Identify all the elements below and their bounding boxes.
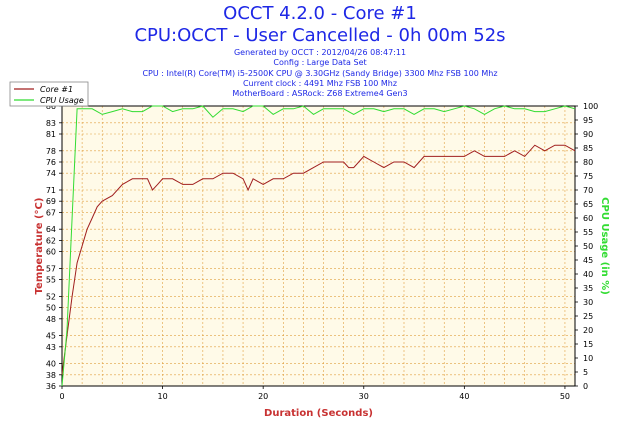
y-left-tick-label: 64 — [46, 225, 56, 234]
x-axis-label: Duration (Seconds) — [264, 408, 373, 419]
x-tick-label: 10 — [157, 392, 167, 401]
y-right-tick-label: 65 — [583, 200, 593, 209]
legend-label: Core #1 — [40, 85, 73, 94]
y-right-tick-label: 10 — [583, 354, 593, 363]
x-tick-label: 50 — [560, 392, 570, 401]
y-left-tick-label: 36 — [46, 382, 56, 391]
y-right-tick-label: 95 — [583, 116, 593, 125]
y-left-tick-label: 52 — [46, 292, 56, 301]
y-left-axis-label: Temperature (°C) — [34, 198, 45, 295]
y-right-tick-label: 25 — [583, 312, 593, 321]
y-left-tick-label: 71 — [46, 186, 56, 195]
y-right-tick-label: 30 — [583, 298, 593, 307]
y-right-tick-label: 45 — [583, 256, 593, 265]
y-right-tick-label: 90 — [583, 130, 593, 139]
x-tick-label: 20 — [258, 392, 268, 401]
y-right-tick-label: 20 — [583, 326, 593, 335]
y-right-tick-label: 55 — [583, 228, 593, 237]
y-right-tick-label: 0 — [583, 382, 588, 391]
y-right-tick-label: 80 — [583, 158, 593, 167]
y-left-tick-label: 57 — [46, 264, 56, 273]
info-generated: Generated by OCCT : 2012/04/26 08:47:11 — [233, 48, 407, 57]
y-left-tick-label: 86 — [46, 102, 56, 111]
y-right-tick-label: 75 — [583, 172, 593, 181]
y-left-tick-label: 45 — [46, 332, 56, 341]
y-left-tick-label: 62 — [46, 236, 56, 245]
legend-box — [9, 81, 89, 107]
y-left-tick-label: 38 — [46, 371, 56, 380]
info-cpu: CPU : Intel(R) Core(TM) i5-2500K CPU @ 3… — [142, 69, 498, 78]
y-left-tick-label: 74 — [46, 169, 56, 178]
legend-label: CPU Usage — [40, 96, 84, 105]
x-tick-label: 30 — [359, 392, 369, 401]
series-line-cpu-usage — [61, 105, 576, 387]
y-left-tick-label: 76 — [46, 158, 56, 167]
y-right-axis-label: CPU Usage (in %) — [599, 197, 610, 295]
y-right-tick-label: 40 — [583, 270, 593, 279]
y-right-tick-label: 100 — [583, 102, 598, 111]
series-line-core1 — [61, 144, 576, 375]
x-tick-label: 0 — [59, 392, 64, 401]
y-left-tick-label: 83 — [46, 119, 56, 128]
y-right-tick-label: 15 — [583, 340, 593, 349]
info-motherboard: MotherBoard : ASRock: Z68 Extreme4 Gen3 — [232, 89, 408, 98]
y-left-tick-label: 78 — [46, 147, 56, 156]
y-left-tick-label: 43 — [46, 343, 56, 352]
y-left-tick-label: 48 — [46, 315, 56, 324]
chart-title: OCCT 4.2.0 - Core #1 — [223, 3, 417, 24]
y-left-tick-label: 50 — [46, 304, 56, 313]
y-right-tick-label: 70 — [583, 186, 593, 195]
info-config: Config : Large Data Set — [273, 58, 367, 67]
y-left-tick-label: 69 — [46, 197, 56, 206]
y-left-tick-label: 55 — [46, 276, 56, 285]
chart-subtitle: CPU:OCCT - User Cancelled - 0h 00m 52s — [134, 25, 506, 46]
y-right-tick-label: 60 — [583, 214, 593, 223]
y-left-tick-label: 81 — [46, 130, 56, 139]
y-right-tick-label: 5 — [583, 368, 588, 377]
y-left-tick-label: 40 — [46, 360, 56, 369]
info-clock: Current clock : 4491 Mhz FSB 100 Mhz — [242, 79, 398, 88]
x-tick-label: 40 — [459, 392, 469, 401]
y-right-tick-label: 85 — [583, 144, 593, 153]
y-left-tick-label: 67 — [46, 208, 56, 217]
y-right-tick-label: 35 — [583, 284, 593, 293]
plot-area — [62, 106, 575, 386]
y-left-tick-label: 60 — [46, 248, 56, 257]
y-right-tick-label: 50 — [583, 242, 593, 251]
